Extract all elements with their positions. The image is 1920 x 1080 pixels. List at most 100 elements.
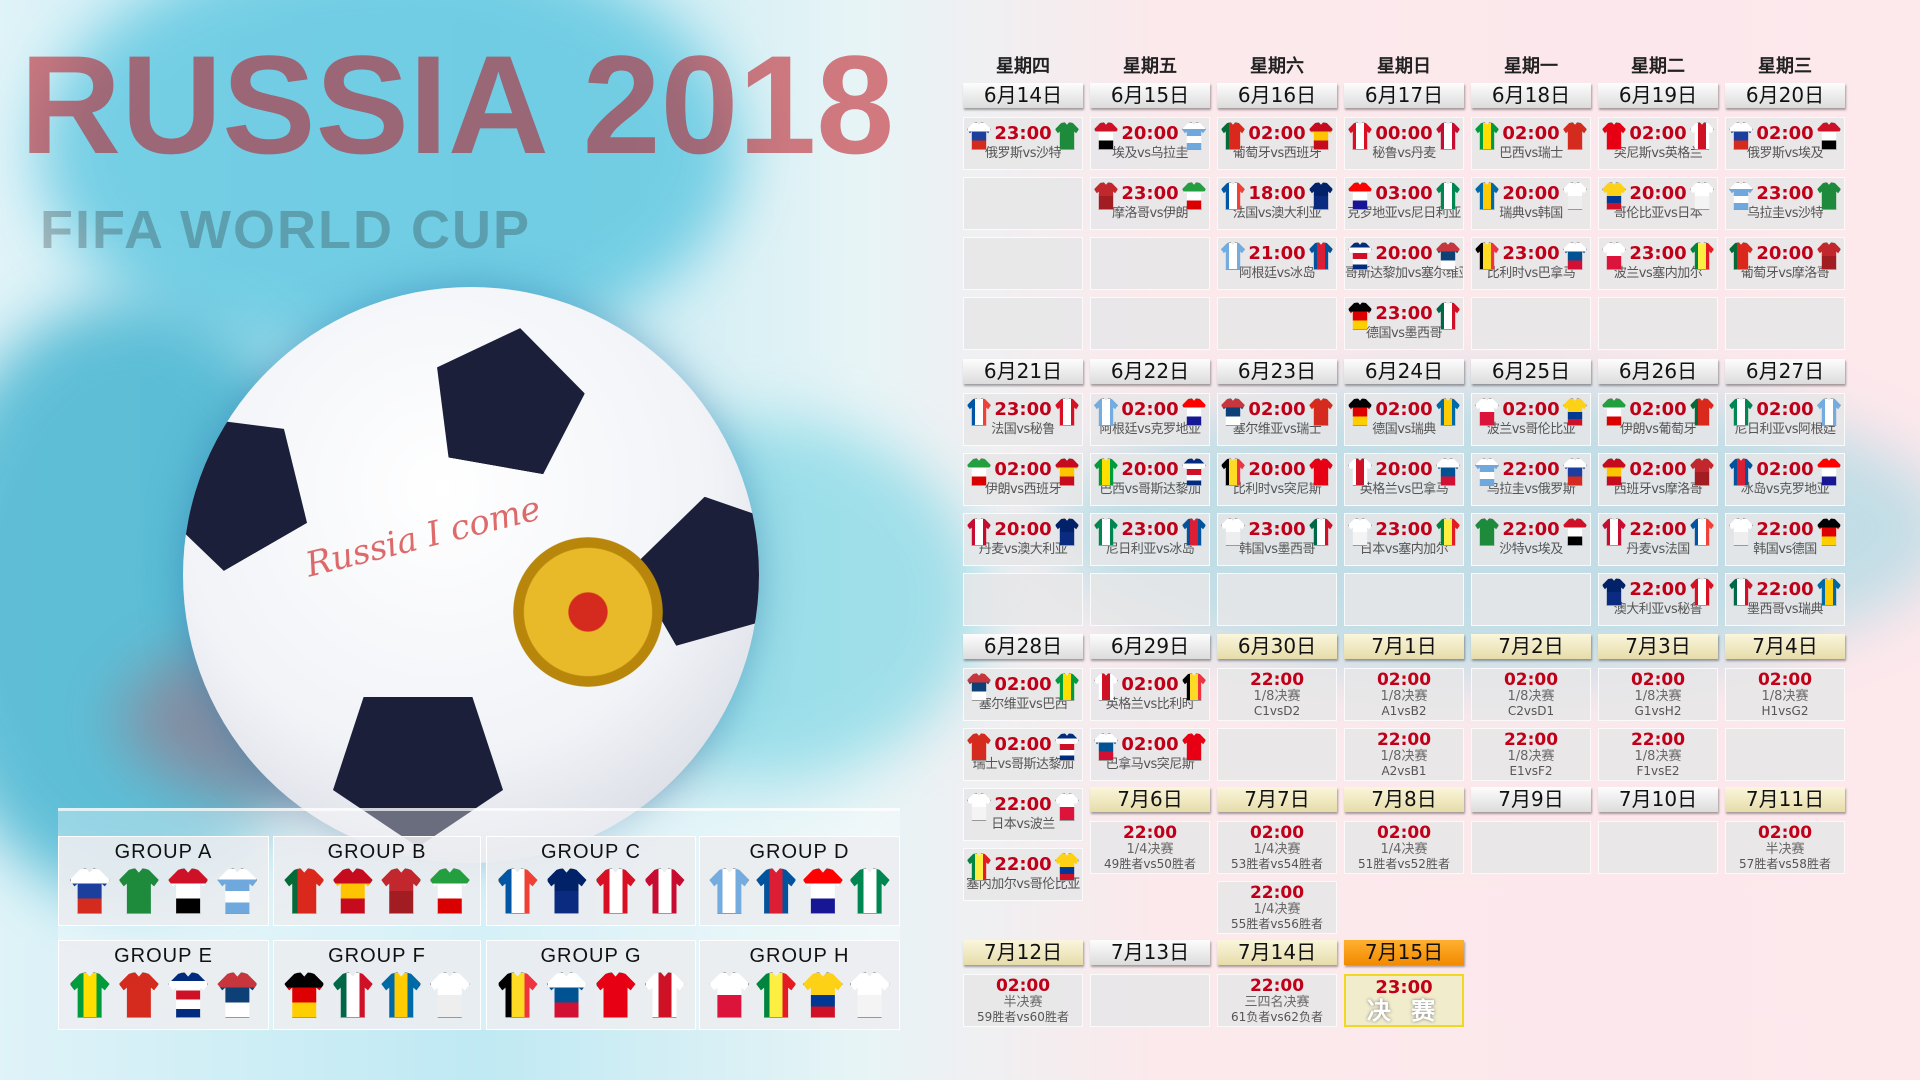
date-header: 6月19日 <box>1598 83 1718 108</box>
empty-cell <box>1471 573 1591 626</box>
match-cell[interactable]: 02:00 葡萄牙vs西班牙 <box>1217 117 1337 170</box>
match-time: 22:00 <box>1249 883 1305 903</box>
match-time: 22:00 <box>1756 519 1814 540</box>
match-cell[interactable]: 02:00 冰岛vs克罗地亚 <box>1725 453 1845 506</box>
date-header: 6月27日 <box>1725 359 1845 384</box>
match-stage: 三四名决赛 <box>1244 995 1310 1010</box>
match-cell[interactable]: 22:00 1/8决赛 F1vsE2 <box>1598 728 1718 781</box>
match-cell[interactable]: 18:00 法国vs澳大利亚 <box>1217 177 1337 230</box>
match-cell[interactable]: 02:00 巴拿马vs突尼斯 <box>1090 728 1210 781</box>
team-jersey-icon <box>497 972 538 1018</box>
match-stage: 半决赛 <box>1003 995 1043 1010</box>
match-time: 02:00 <box>1376 670 1432 690</box>
match-teams: 埃及vs乌拉圭 <box>1112 146 1188 161</box>
match-cell[interactable]: 20:00 丹麦vs澳大利亚 <box>963 513 1083 566</box>
match-cell[interactable]: 22:00 韩国vs德国 <box>1725 513 1845 566</box>
match-teams: 法国vs秘鲁 <box>991 422 1055 437</box>
match-cell[interactable]: 02:00 英格兰vs比利时 <box>1090 668 1210 721</box>
match-cell[interactable]: 22:00 1/8决赛 C1vsD2 <box>1217 668 1337 721</box>
match-cell[interactable]: 02:00 伊朗vs葡萄牙 <box>1598 393 1718 446</box>
match-cell[interactable]: 22:00 澳大利亚vs秘鲁 <box>1598 573 1718 626</box>
match-cell[interactable]: 23:00 俄罗斯vs沙特 <box>963 117 1083 170</box>
empty-cell <box>1090 573 1210 626</box>
match-cell[interactable]: 02:00 1/8决赛 C2vsD1 <box>1471 668 1591 721</box>
match-cell[interactable]: 23:00 波兰vs塞内加尔 <box>1598 237 1718 290</box>
match-cell[interactable]: 03:00 克罗地亚vs尼日利亚 <box>1344 177 1464 230</box>
match-time: 20:00 <box>994 519 1052 540</box>
match-cell[interactable]: 02:00 波兰vs哥伦比亚 <box>1471 393 1591 446</box>
match-cell[interactable]: 22:00 塞内加尔vs哥伦比亚 <box>963 848 1083 901</box>
match-cell[interactable]: 20:00 埃及vs乌拉圭 <box>1090 117 1210 170</box>
team-jersey-icon <box>709 868 750 914</box>
match-cell[interactable]: 20:00 英格兰vs巴拿马 <box>1344 453 1464 506</box>
match-cell[interactable]: 02:00 半决赛 57胜者vs58胜者 <box>1725 821 1845 874</box>
match-cell[interactable]: 23:00 德国vs墨西哥 <box>1344 297 1464 350</box>
match-cell[interactable]: 23:00 摩洛哥vs伊朗 <box>1090 177 1210 230</box>
match-teams: 波兰vs塞内加尔 <box>1613 266 1703 281</box>
match-cell[interactable]: 22:00 三四名决赛 61负者vs62负者 <box>1217 974 1337 1027</box>
match-cell[interactable]: 23:00 比利时vs巴拿马 <box>1471 237 1591 290</box>
match-cell[interactable]: 22:00 1/8决赛 A2vsB1 <box>1344 728 1464 781</box>
date-header: 7月13日 <box>1090 940 1210 965</box>
match-cell[interactable]: 23:00 尼日利亚vs冰岛 <box>1090 513 1210 566</box>
match-teams: 英格兰vs巴拿马 <box>1359 482 1449 497</box>
match-cell[interactable]: 02:00 塞尔维亚vs瑞士 <box>1217 393 1337 446</box>
match-cell[interactable]: 23:00 韩国vs墨西哥 <box>1217 513 1337 566</box>
match-cell[interactable]: 20:00 哥伦比亚vs日本 <box>1598 177 1718 230</box>
match-time: 03:00 <box>1375 183 1433 204</box>
date-header: 6月17日 <box>1344 83 1464 108</box>
match-cell[interactable]: 02:00 瑞士vs哥斯达黎加 <box>963 728 1083 781</box>
match-cell[interactable]: 02:00 塞尔维亚vs巴西 <box>963 668 1083 721</box>
date-header: 7月8日 <box>1344 787 1464 812</box>
match-cell[interactable]: 23:00 法国vs秘鲁 <box>963 393 1083 446</box>
match-cell[interactable]: 02:00 1/8决赛 G1vsH2 <box>1598 668 1718 721</box>
group-jerseys <box>59 864 268 918</box>
match-time: 02:00 <box>1375 399 1433 420</box>
match-cell[interactable]: 22:00 丹麦vs法国 <box>1598 513 1718 566</box>
match-cell[interactable]: 23:00 决 赛 <box>1344 974 1464 1027</box>
match-cell[interactable]: 02:00 俄罗斯vs埃及 <box>1725 117 1845 170</box>
match-cell[interactable]: 02:00 阿根廷vs克罗地亚 <box>1090 393 1210 446</box>
match-cell[interactable]: 20:00 比利时vs突尼斯 <box>1217 453 1337 506</box>
match-cell[interactable]: 02:00 尼日利亚vs阿根廷 <box>1725 393 1845 446</box>
match-cell[interactable]: 02:00 1/8决赛 H1vsG2 <box>1725 668 1845 721</box>
match-cell[interactable]: 20:00 瑞典vs韩国 <box>1471 177 1591 230</box>
match-cell[interactable]: 21:00 阿根廷vs冰岛 <box>1217 237 1337 290</box>
match-cell[interactable]: 02:00 伊朗vs西班牙 <box>963 453 1083 506</box>
match-time: 02:00 <box>1629 459 1687 480</box>
match-cell[interactable]: 22:00 1/8决赛 E1vsF2 <box>1471 728 1591 781</box>
match-cell[interactable]: 22:00 1/4决赛 49胜者vs50胜者 <box>1090 821 1210 874</box>
match-cell[interactable]: 23:00 乌拉圭vs沙特 <box>1725 177 1845 230</box>
match-cell[interactable]: 22:00 1/4决赛 55胜者vs56胜者 <box>1217 881 1337 934</box>
match-time: 20:00 <box>1121 123 1179 144</box>
match-cell[interactable]: 23:00 日本vs塞内加尔 <box>1344 513 1464 566</box>
match-cell[interactable]: 02:00 突尼斯vs英格兰 <box>1598 117 1718 170</box>
match-stage: 1/8决赛 <box>1761 689 1809 704</box>
match-cell[interactable]: 20:00 哥斯达黎加vs塞尔维亚 <box>1344 237 1464 290</box>
match-time: 20:00 <box>1502 183 1560 204</box>
match-cell[interactable]: 02:00 1/4决赛 51胜者vs52胜者 <box>1344 821 1464 874</box>
match-cell[interactable]: 02:00 巴西vs瑞士 <box>1471 117 1591 170</box>
match-stage: 1/8决赛 <box>1507 689 1555 704</box>
match-cell[interactable]: 22:00 乌拉圭vs俄罗斯 <box>1471 453 1591 506</box>
date-header: 6月21日 <box>963 359 1083 384</box>
match-cell[interactable]: 00:00 秘鲁vs丹麦 <box>1344 117 1464 170</box>
match-cell[interactable]: 02:00 西班牙vs摩洛哥 <box>1598 453 1718 506</box>
match-cell[interactable]: 22:00 日本vs波兰 <box>963 788 1083 841</box>
match-teams: 英格兰vs比利时 <box>1105 697 1195 712</box>
team-jersey-icon <box>69 868 110 914</box>
match-cell[interactable]: 20:00 巴西vs哥斯达黎加 <box>1090 453 1210 506</box>
date-header: 6月23日 <box>1217 359 1337 384</box>
match-cell[interactable]: 02:00 半决赛 59胜者vs60胜者 <box>963 974 1083 1027</box>
match-time: 23:00 <box>1375 303 1433 324</box>
group-card-group-f: GROUP F <box>273 940 481 1030</box>
match-cell[interactable]: 20:00 葡萄牙vs摩洛哥 <box>1725 237 1845 290</box>
match-cell[interactable]: 02:00 德国vs瑞典 <box>1344 393 1464 446</box>
team-jersey-icon <box>497 868 538 914</box>
match-time: 00:00 <box>1375 123 1433 144</box>
match-time: 22:00 <box>994 794 1052 815</box>
match-cell[interactable]: 02:00 1/4决赛 53胜者vs54胜者 <box>1217 821 1337 874</box>
match-cell[interactable]: 22:00 墨西哥vs瑞典 <box>1725 573 1845 626</box>
match-cell[interactable]: 02:00 1/8决赛 A1vsB2 <box>1344 668 1464 721</box>
match-cell[interactable]: 22:00 沙特vs埃及 <box>1471 513 1591 566</box>
